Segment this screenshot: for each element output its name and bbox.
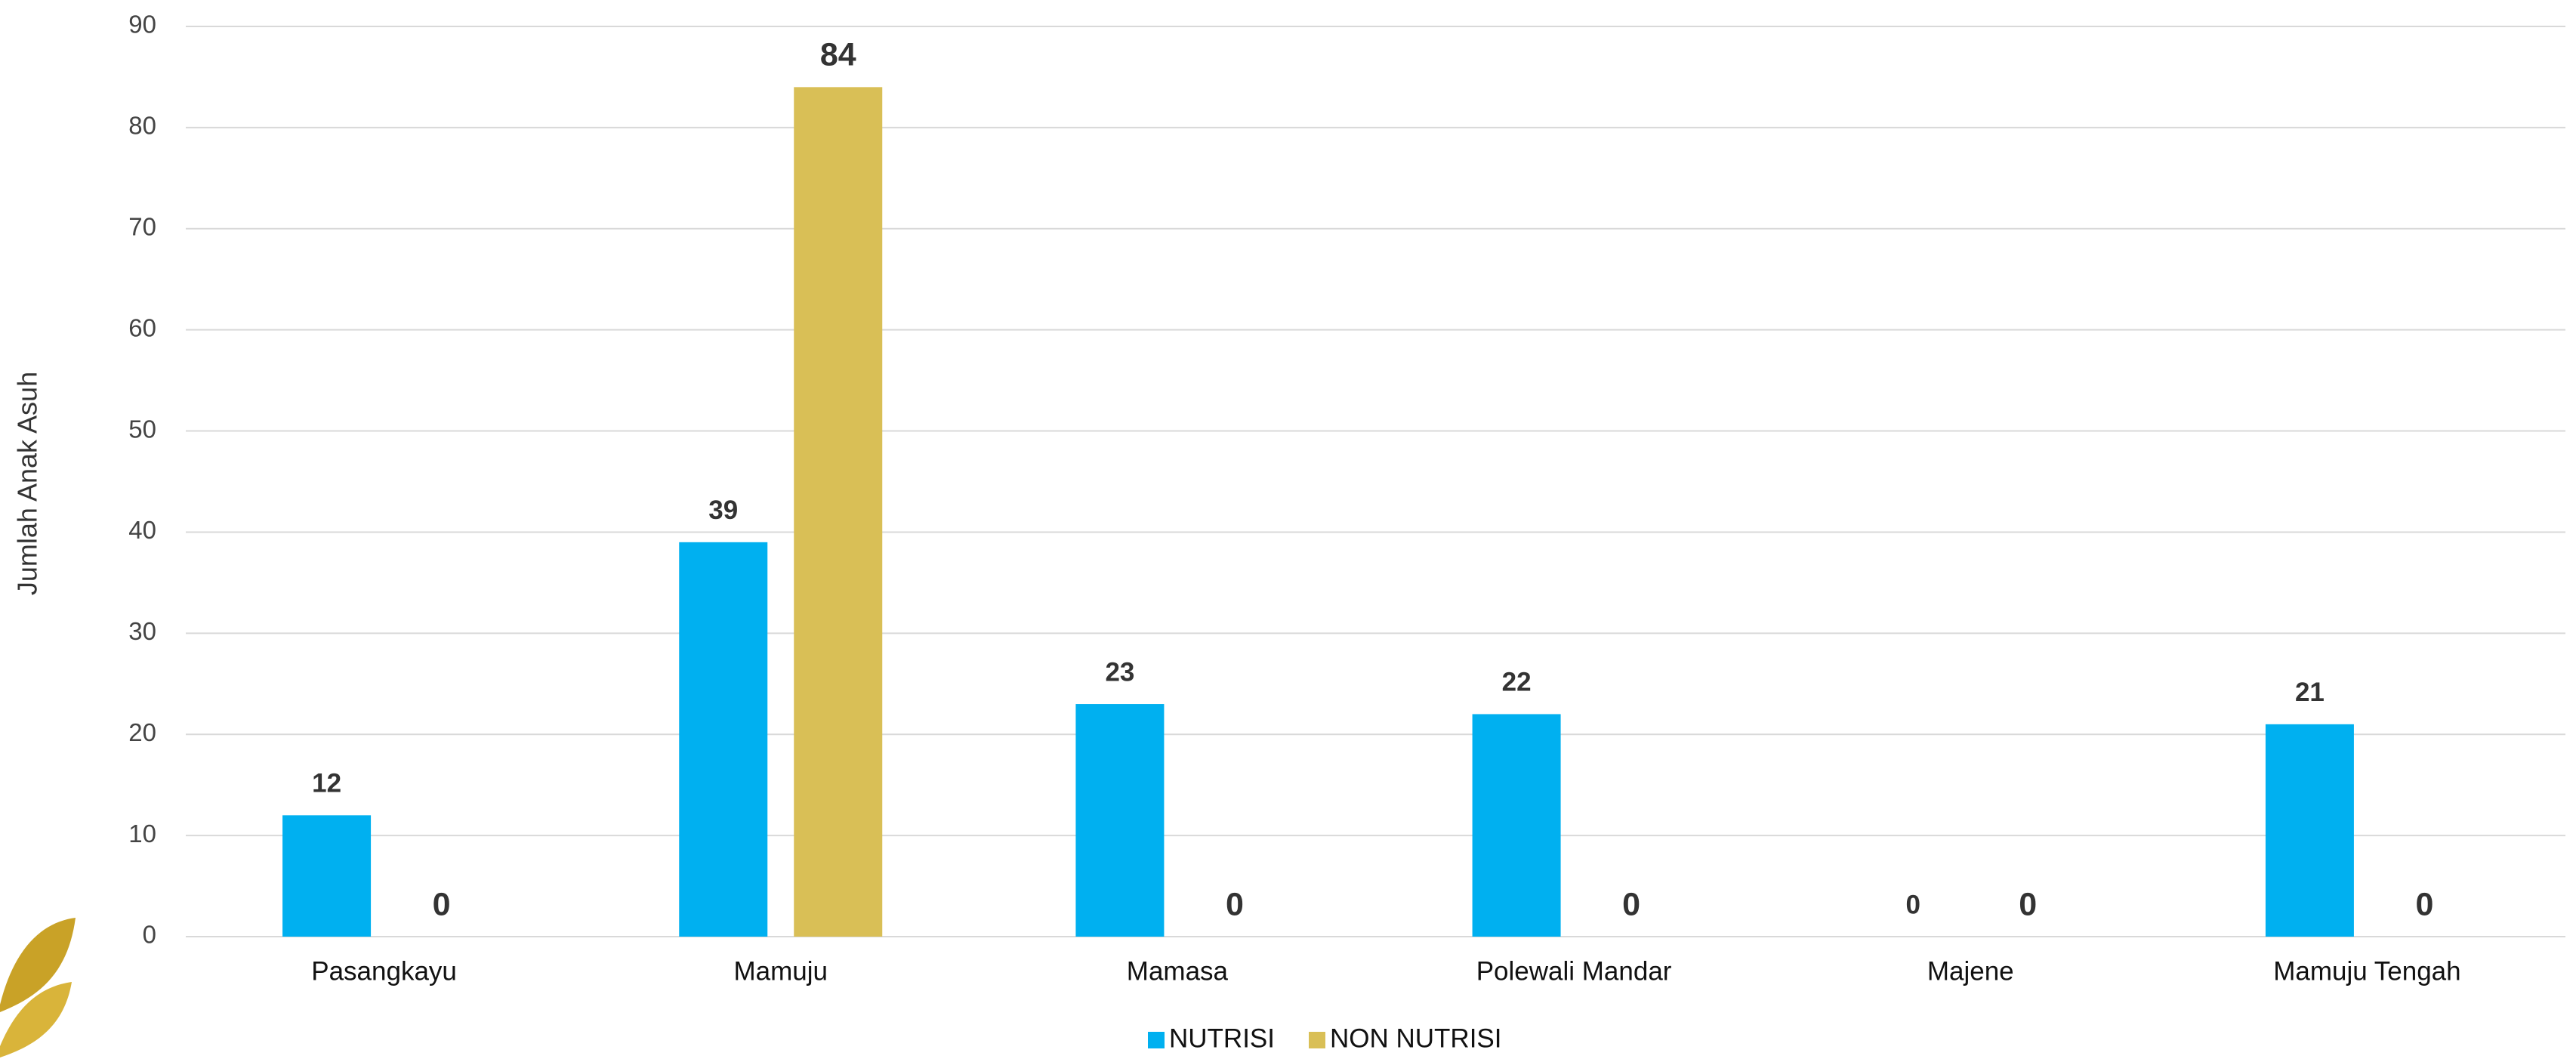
y-tick-label: 60 [128,313,156,341]
bar [794,87,883,937]
data-label: 0 [2019,886,2037,922]
x-tick-label: Majene [1927,956,2014,986]
y-tick-label: 50 [128,415,156,443]
data-label: 39 [708,496,738,525]
data-label: 0 [2415,886,2433,922]
bar [1075,704,1165,937]
y-tick-label: 90 [128,11,156,39]
decoration [0,918,76,1057]
x-tick-label: Mamuju [734,956,828,986]
legend-swatch [1148,1032,1165,1048]
y-tick-label: 0 [143,921,156,949]
bar [1472,714,1561,937]
data-label: 0 [1622,886,1640,922]
data-label: 0 [1226,886,1244,922]
legend-label: NON NUTRISI [1330,1023,1502,1053]
x-tick-label: Mamuju Tengah [2273,956,2460,986]
y-tick-label: 40 [128,516,156,544]
data-label: 0 [1906,890,1920,919]
y-tick-label: 30 [128,617,156,645]
x-tick-label: Polewali Mandar [1476,956,1672,986]
data-label: 23 [1105,657,1134,687]
y-tick-label: 80 [128,112,156,140]
legend-swatch [1309,1032,1325,1048]
data-label: 0 [433,886,451,922]
y-tick-label: 70 [128,212,156,240]
x-tick-label: Mamasa [1127,956,1229,986]
y-axis-title: Jumlah Anak Asuh [12,372,43,595]
y-tick-label: 10 [128,820,156,848]
y-tick-label: 20 [128,718,156,746]
data-label: 21 [2295,678,2325,707]
bar [679,542,768,937]
data-label: 22 [1502,668,1532,697]
x-tick-label: Pasangkayu [311,956,457,986]
data-label: 12 [312,769,341,798]
bar [2265,724,2354,937]
bar [282,815,372,937]
legend-label: NUTRISI [1169,1023,1275,1053]
data-label: 84 [820,37,856,73]
